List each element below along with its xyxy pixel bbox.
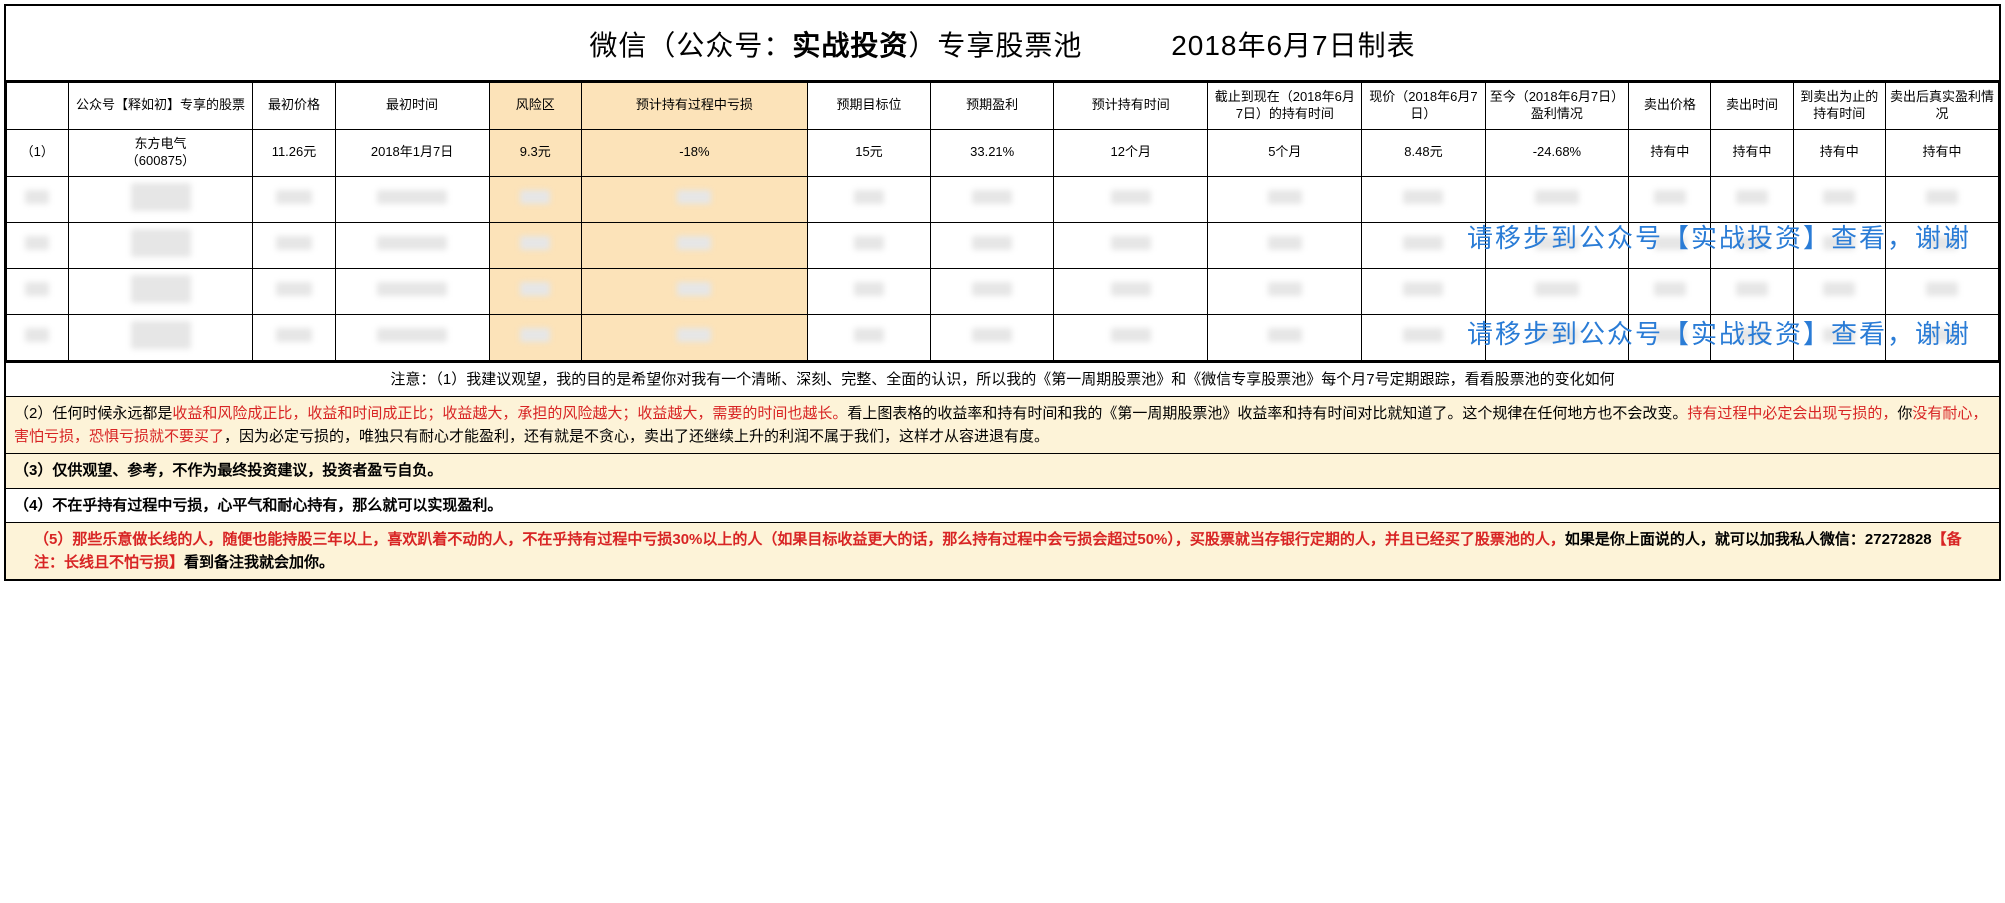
h-pnl: 至今（2018年6月7日）盈利情况 (1485, 83, 1629, 130)
n2-red2: 持有过程中必定会出现亏损的， (1687, 405, 1897, 422)
h-p0: 最初价格 (253, 83, 335, 130)
data-row-1: （1） 东方电气 （600875） 11.26元 2018年1月7日 9.3元 … (7, 129, 1999, 176)
h-sh: 到卖出为止的持有时间 (1793, 83, 1885, 130)
title-bold: 实战投资 (792, 30, 908, 61)
h-st: 卖出时间 (1711, 83, 1793, 130)
h-idx (7, 83, 69, 130)
c-prof: 33.21% (931, 129, 1054, 176)
c-risk: 9.3元 (489, 129, 581, 176)
c-p0: 11.26元 (253, 129, 335, 176)
c-pnl: -24.68% (1485, 129, 1629, 176)
title-date: 2018年6月7日制表 (1171, 24, 1415, 64)
h-tgt: 预期目标位 (807, 83, 930, 130)
blurred-row (7, 268, 1999, 314)
note-2: （2）任何时候永远都是收益和风险成正比，收益和时间成正比；收益越大，承担的风险越… (6, 397, 1999, 455)
note-3: （3）仅供观望、参考，不作为最终投资建议，投资者盈亏自负。 (6, 454, 1999, 488)
n5-b: 看到备注我就会加你。 (184, 554, 334, 571)
c-tgt: 15元 (807, 129, 930, 176)
table-wrapper: 公众号【释如初】专享的股票 最初价格 最初时间 风险区 预计持有过程中亏损 预期… (6, 82, 1999, 361)
c-loss: -18% (581, 129, 807, 176)
n2-a: （2）任何时候永远都是 (14, 405, 172, 422)
blurred-row (7, 314, 1999, 360)
h-sr: 卖出后真实盈利情况 (1885, 83, 1998, 130)
h-hold: 预计持有时间 (1054, 83, 1208, 130)
c-name: 东方电气 （600875） (68, 129, 253, 176)
blurred-row (7, 176, 1999, 222)
n5-red1: （5）那些乐意做长线的人，随便也能持股三年以上，喜欢趴着不动的人，不在乎持有过程… (34, 531, 1565, 548)
c-sr: 持有中 (1885, 129, 1998, 176)
title-row: 微信（公众号：实战投资）专享股票池 2018年6月7日制表 (6, 6, 1999, 82)
header-row: 公众号【释如初】专享的股票 最初价格 最初时间 风险区 预计持有过程中亏损 预期… (7, 83, 1999, 130)
blurred-row (7, 222, 1999, 268)
n2-d: ，因为必定亏损的，唯独只有耐心才能盈利，还有就是不贪心，卖出了还继续上升的利润不… (224, 428, 1049, 445)
n2-b: 看上图表格的收益率和持有时间和我的《第一周期股票池》收益率和持有时间对比就知道了… (847, 405, 1687, 422)
c-st: 持有中 (1711, 129, 1793, 176)
n2-c: 你 (1897, 405, 1912, 422)
h-risk: 风险区 (489, 83, 581, 130)
c-sp: 持有中 (1629, 129, 1711, 176)
h-now: 现价（2018年6月7日） (1362, 83, 1485, 130)
note-1: 注意：（1）我建议观望，我的目的是希望你对我有一个清晰、深刻、完整、全面的认识，… (6, 363, 1999, 397)
title-prefix: 微信（公众号： (589, 30, 792, 61)
h-heldnow: 截止到现在（2018年6月7日）的持有时间 (1208, 83, 1362, 130)
h-loss: 预计持有过程中亏损 (581, 83, 807, 130)
notes-section: 注意：（1）我建议观望，我的目的是希望你对我有一个清晰、深刻、完整、全面的认识，… (6, 361, 1999, 580)
c-t0: 2018年1月7日 (335, 129, 489, 176)
stock-table: 公众号【释如初】专享的股票 最初价格 最初时间 风险区 预计持有过程中亏损 预期… (6, 82, 1999, 361)
h-sp: 卖出价格 (1629, 83, 1711, 130)
c-now: 8.48元 (1362, 129, 1485, 176)
c-sh: 持有中 (1793, 129, 1885, 176)
n5-a: 如果是你上面说的人，就可以加我私人微信：27272828 (1565, 531, 1932, 548)
h-prof: 预期盈利 (931, 83, 1054, 130)
n2-red1: 收益和风险成正比，收益和时间成正比；收益越大，承担的风险越大；收益越大，需要的时… (172, 405, 847, 422)
c-heldnow: 5个月 (1208, 129, 1362, 176)
h-t0: 最初时间 (335, 83, 489, 130)
note-4: （4）不在乎持有过程中亏损，心平气和耐心持有，那么就可以实现盈利。 (6, 489, 1999, 523)
stock-code: （600875） (126, 153, 195, 168)
h-name: 公众号【释如初】专享的股票 (68, 83, 253, 130)
c-idx: （1） (7, 129, 69, 176)
document-frame: 微信（公众号：实战投资）专享股票池 2018年6月7日制表 公众号【释如初】专享… (4, 4, 2001, 581)
c-hold: 12个月 (1054, 129, 1208, 176)
title-suffix: ）专享股票池 (908, 30, 1082, 61)
note-5: （5）那些乐意做长线的人，随便也能持股三年以上，喜欢趴着不动的人，不在乎持有过程… (6, 523, 1999, 580)
stock-name: 东方电气 (134, 136, 186, 151)
